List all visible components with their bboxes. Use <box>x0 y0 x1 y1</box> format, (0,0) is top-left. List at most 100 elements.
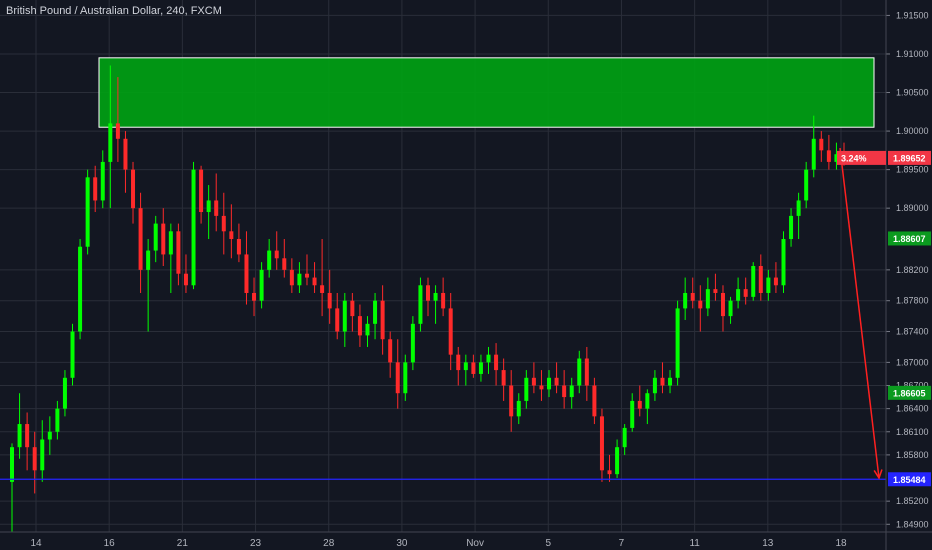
candle-body <box>252 292 257 301</box>
y-tick-label: 1.91500 <box>896 10 929 20</box>
candle <box>146 239 151 332</box>
y-tick-label: 1.86700 <box>896 381 929 391</box>
candle <box>660 362 665 394</box>
candle <box>834 142 839 170</box>
candle-body <box>660 377 665 386</box>
source-label: FXCM <box>190 5 222 17</box>
y-tick-label: 1.87800 <box>896 296 929 306</box>
candle-body <box>736 289 741 301</box>
candle-body <box>781 239 786 286</box>
x-tick-label: 16 <box>104 538 116 549</box>
candle-body <box>720 292 725 317</box>
candle-body <box>108 123 113 162</box>
candle-body <box>584 358 589 386</box>
y-tick-label: 1.86100 <box>896 427 929 437</box>
candle <box>138 192 143 293</box>
candle <box>320 239 325 317</box>
candle <box>463 354 468 386</box>
candle <box>524 370 529 409</box>
candle-body <box>410 323 415 363</box>
candle-body <box>236 239 241 255</box>
candle-body <box>834 154 839 162</box>
candle-body <box>320 285 325 293</box>
candle-body <box>199 169 204 213</box>
candle-body <box>547 377 552 390</box>
candle <box>554 362 559 394</box>
candle-body <box>615 447 620 475</box>
x-tick-label: 14 <box>30 538 42 549</box>
candle <box>630 393 635 432</box>
candle <box>456 346 461 386</box>
y-tick-label: 1.90000 <box>896 126 929 136</box>
candle <box>509 370 514 432</box>
candle-body <box>403 362 408 394</box>
candle-body <box>85 177 90 247</box>
candle-body <box>448 308 453 355</box>
candle <box>176 223 181 286</box>
candle <box>342 292 347 347</box>
candle-body <box>357 316 362 336</box>
interval-label[interactable]: 240 <box>166 5 185 17</box>
candle-body <box>713 289 718 293</box>
price-axis[interactable]: 1.91500 1.91000 1.90500 1.90000 1.89500 1.890… <box>885 0 929 550</box>
candle-body <box>47 431 52 440</box>
candle <box>259 262 264 309</box>
y-tick-label: 1.87400 <box>896 327 929 337</box>
time-axis[interactable]: 14 16 21 23 28 30 Nov 5 7 11 13 18 <box>0 531 932 549</box>
candle <box>645 389 650 425</box>
x-tick-label: 30 <box>396 538 408 549</box>
candles-layer <box>10 65 846 532</box>
candle-body <box>592 385 597 417</box>
x-tick-label: 5 <box>545 538 551 549</box>
candle-body <box>395 362 400 394</box>
candle-body <box>168 231 173 255</box>
price-tag-lower-green-value: 1.86605 <box>893 388 926 398</box>
candle <box>183 254 188 293</box>
candle <box>501 358 506 401</box>
candle-body <box>418 285 423 324</box>
candle-body <box>183 273 188 286</box>
candle-body <box>244 254 249 293</box>
candle <box>562 370 567 409</box>
candle-body <box>138 208 143 270</box>
candle-body <box>426 285 430 301</box>
candle-body <box>304 273 309 278</box>
candle <box>388 331 393 378</box>
y-tick-label: 1.84900 <box>896 519 929 529</box>
candle-body <box>539 385 544 390</box>
candle-body <box>70 331 75 378</box>
price-tag-current-value: 1.89652 <box>893 153 926 163</box>
candle-body <box>25 424 30 448</box>
symbol-name[interactable]: British Pound / Australian Dollar <box>6 5 161 17</box>
candle <box>93 165 98 213</box>
candle <box>267 239 272 278</box>
candle <box>781 231 786 293</box>
candle <box>615 439 620 479</box>
x-tick-label: 21 <box>177 538 189 549</box>
candle <box>191 161 196 290</box>
candle <box>441 277 446 317</box>
candle-body <box>743 289 748 297</box>
candle-body <box>62 377 67 409</box>
candle <box>577 350 582 394</box>
candle <box>252 277 257 317</box>
candle <box>236 223 241 263</box>
candle <box>199 165 204 224</box>
candle-body <box>811 138 816 170</box>
x-tick-label: 28 <box>323 538 335 549</box>
y-tick-label: 1.91000 <box>896 49 929 59</box>
candle-body <box>10 447 14 482</box>
price-tag-upper-green-value: 1.88607 <box>893 234 926 244</box>
candle-body <box>131 169 136 209</box>
candle-body <box>40 439 45 471</box>
candle <box>373 292 378 340</box>
candle-body <box>433 292 438 301</box>
candle-body <box>335 308 340 332</box>
y-tick-label: 1.89000 <box>896 203 929 213</box>
candle-body <box>562 385 567 398</box>
candle <box>131 161 136 224</box>
candle <box>62 370 67 417</box>
y-tick-label: 1.85200 <box>896 496 929 506</box>
candle <box>350 292 355 332</box>
